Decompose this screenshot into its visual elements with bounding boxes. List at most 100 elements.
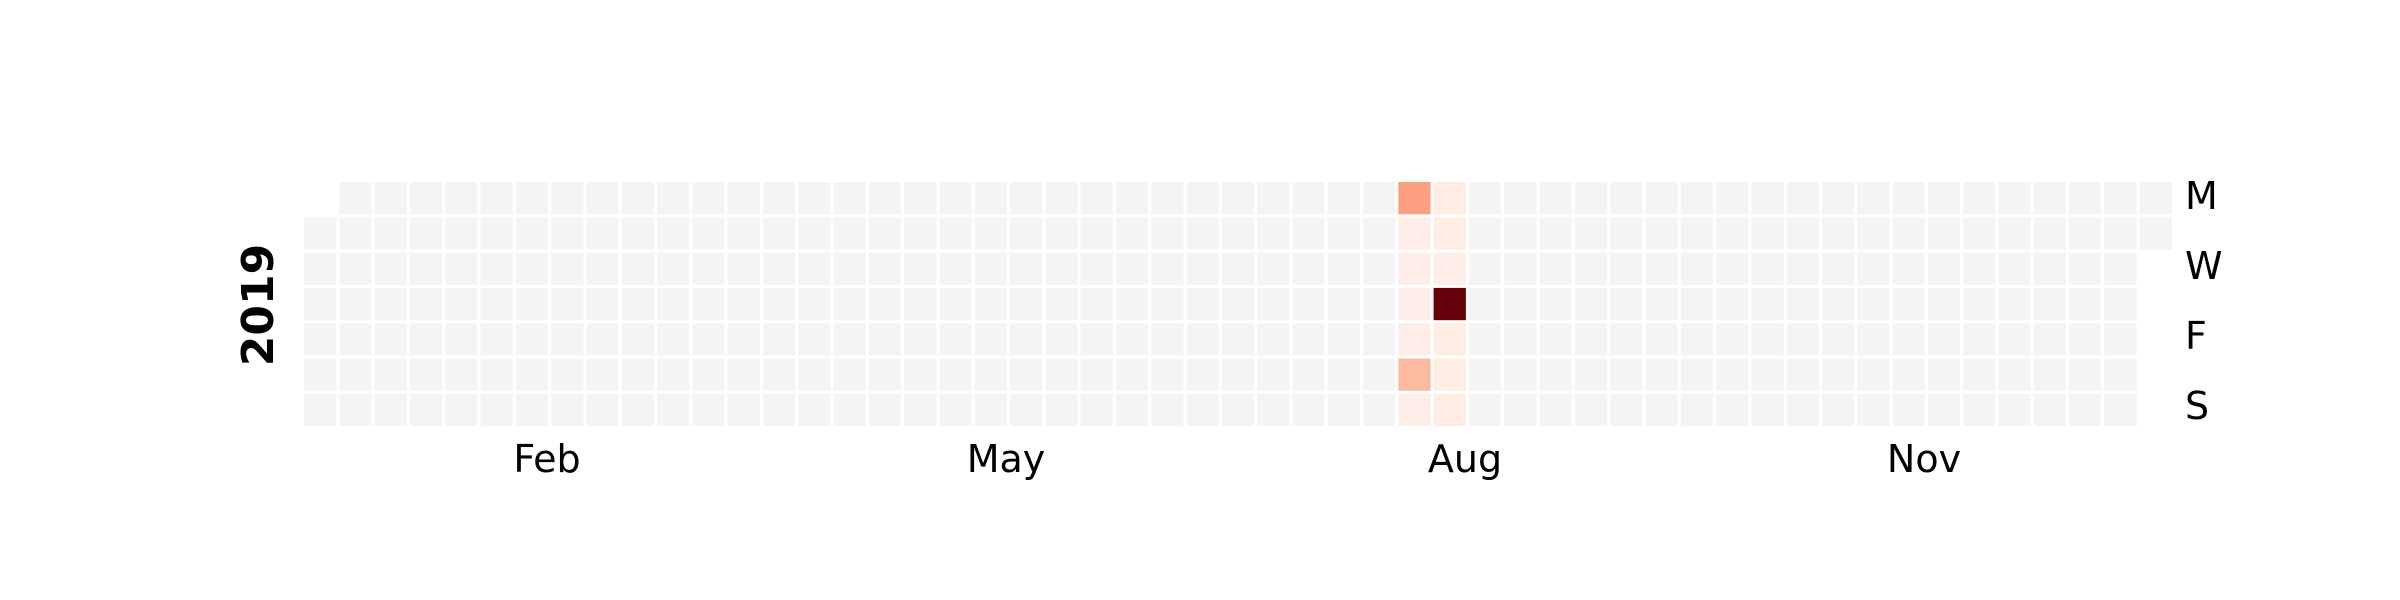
heatmap-cell-2019-06-17 [1151,182,1184,215]
heatmap-cell-2019-06-03 [1080,182,1113,215]
heatmap-cell-2019-10-22 [1786,217,1819,250]
heatmap-cell-2019-11-27 [1963,252,1996,285]
heatmap-cell-2019-04-12 [798,323,831,356]
heatmap-cell-2019-06-25 [1186,217,1219,250]
year-label: 2019 [233,244,284,366]
heatmap-cell-2019-01-29 [445,217,478,250]
heatmap-cell-2019-08-11 [1398,393,1431,427]
heatmap-cell-2019-12-20 [2069,323,2102,356]
heatmap-cell-2019-04-04 [762,287,796,321]
heatmap-cell-2019-09-15 [1574,393,1608,427]
heatmap-cell-2019-06-20 [1151,287,1184,321]
heatmap-cell-2019-05-26 [1010,393,1043,427]
heatmap-cell-2019-02-24 [551,393,584,427]
heatmap-cell-2019-11-24 [1927,393,1961,427]
heatmap-cell-2019-01-06 [304,393,337,427]
heatmap-cell-2019-08-26 [1504,182,1537,215]
heatmap-cell-2019-08-31 [1504,358,1537,391]
heatmap-cell-2019-08-12 [1433,182,1466,215]
heatmap-cell-2019-10-09 [1716,252,1749,285]
heatmap-cell-2019-04-06 [762,358,796,391]
heatmap-cell-2019-02-28 [586,287,619,321]
heatmap-cell-2019-03-04 [621,182,654,215]
heatmap-cell-2019-12-16 [2069,182,2102,215]
heatmap-cell-2019-03-31 [727,393,760,427]
heatmap-cell-2019-05-28 [1045,217,1078,250]
heatmap-cell-2019-04-19 [833,323,866,356]
heatmap-cell-2019-04-01 [762,182,796,215]
heatmap-cell-2019-10-12 [1716,358,1749,391]
heatmap-cell-2019-12-23 [2104,182,2137,215]
heatmap-cell-2019-10-13 [1716,393,1749,427]
heatmap-cell-2019-07-16 [1292,217,1325,250]
heatmap-cell-2019-12-12 [2033,287,2066,321]
heatmap-cell-2019-04-27 [868,358,902,391]
heatmap-cell-2019-02-14 [515,287,549,321]
heatmap-cell-2019-10-30 [1821,252,1855,285]
heatmap-cell-2019-04-18 [833,287,866,321]
heatmap-cell-2019-08-14 [1433,252,1466,285]
heatmap-cell-2019-01-26 [409,358,443,391]
heatmap-cell-2019-06-14 [1115,323,1149,356]
heatmap-cell-2019-08-19 [1468,182,1502,215]
heatmap-cell-2019-09-30 [1680,182,1713,215]
heatmap-cell-2019-03-30 [727,358,760,391]
heatmap-cell-2019-05-07 [939,217,972,250]
heatmap-cell-2019-06-10 [1115,182,1149,215]
heatmap-cell-2019-01-09 [339,252,372,285]
heatmap-cell-2019-03-28 [727,287,760,321]
heatmap-cell-2019-11-25 [1963,182,1996,215]
heatmap-cell-2019-10-27 [1786,393,1819,427]
heatmap-cell-2019-05-31 [1045,323,1078,356]
heatmap-cell-2019-12-29 [2104,393,2137,427]
heatmap-cell-2019-07-03 [1221,252,1255,285]
heatmap-cell-2019-08-07 [1398,252,1431,285]
heatmap-cell-2019-07-10 [1257,252,1290,285]
heatmap-cell-2019-01-24 [409,287,443,321]
heatmap-cell-2019-05-24 [1010,323,1043,356]
heatmap-cell-2019-09-03 [1539,217,1572,250]
heatmap-cell-2019-07-22 [1327,182,1360,215]
heatmap-cell-2019-07-31 [1363,252,1396,285]
heatmap-cell-2019-04-15 [833,182,866,215]
heatmap-cell-2019-01-17 [374,287,407,321]
heatmap-cell-2019-11-22 [1927,323,1961,356]
heatmap-cell-2019-11-09 [1857,358,1890,391]
heatmap-cell-2019-06-08 [1080,358,1113,391]
heatmap-cell-2019-08-01 [1363,287,1396,321]
day-label-mon: M [2185,174,2218,218]
heatmap-cell-2019-10-01 [1680,217,1713,250]
heatmap-cell-2019-09-21 [1610,358,1643,391]
heatmap-cell-2019-07-20 [1292,358,1325,391]
heatmap-cell-2019-07-01 [1221,182,1255,215]
day-label-sat: S [2185,384,2209,428]
heatmap-cell-2019-12-03 [1998,217,2031,250]
heatmap-cell-2019-07-24 [1327,252,1360,285]
heatmap-cell-2019-05-12 [939,393,972,427]
heatmap-cell-2019-10-17 [1751,287,1784,321]
heatmap-cell-2019-04-22 [868,182,902,215]
heatmap-cell-2019-06-27 [1186,287,1219,321]
heatmap-cell-2019-01-08 [339,217,372,250]
heatmap-cell-2019-09-06 [1539,323,1572,356]
heatmap-cell-2019-06-23 [1151,393,1184,427]
heatmap-cell-2019-03-29 [727,323,760,356]
heatmap-cell-2019-07-08 [1257,182,1290,215]
heatmap-cell-2019-11-17 [1892,393,1925,427]
heatmap-cell-2019-01-04 [304,323,337,356]
heatmap-cell-2019-03-05 [621,217,654,250]
heatmap-cell-2019-11-07 [1857,287,1890,321]
heatmap-cell-2019-04-30 [904,217,937,250]
heatmap-cell-2019-06-29 [1186,358,1219,391]
heatmap-cell-2019-04-09 [798,217,831,250]
heatmap-cell-2019-04-28 [868,393,902,427]
heatmap-cell-2019-11-02 [1821,358,1855,391]
heatmap-cell-2019-05-17 [974,323,1007,356]
heatmap-cell-2019-03-16 [657,358,690,391]
heatmap-cell-2019-10-05 [1680,358,1713,391]
heatmap-cell-2019-09-24 [1645,217,1678,250]
heatmap-cell-2019-08-28 [1504,252,1537,285]
heatmap-cell-2019-12-13 [2033,323,2066,356]
heatmap-cell-2019-05-19 [974,393,1007,427]
heatmap-cell-2019-10-16 [1751,252,1784,285]
